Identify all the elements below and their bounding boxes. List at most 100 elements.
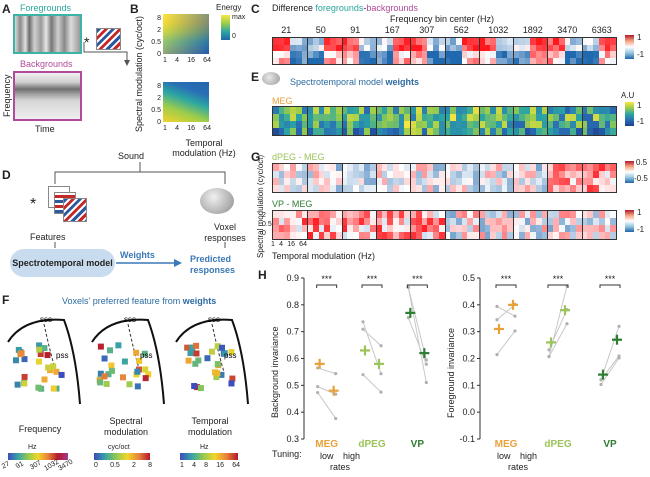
heatmap-cell (427, 171, 434, 179)
heatmap-cell (427, 51, 434, 59)
heatmap-cell (581, 178, 588, 186)
heatmap-cell (301, 57, 308, 64)
heatmap-cell (450, 121, 457, 129)
heatmap-cell (278, 178, 286, 186)
panel-f-label: F (2, 293, 10, 307)
heatmap-cell (490, 51, 497, 59)
heatmap-cell (507, 218, 514, 226)
heatmap-cell (335, 114, 343, 122)
heatmap-cell (535, 44, 543, 52)
heatmap-cell (455, 107, 463, 115)
heatmap-cell (513, 178, 520, 186)
heatmap-cell (324, 51, 331, 59)
heatmap-cell (455, 225, 463, 233)
heatmap-cell (387, 232, 394, 239)
heatmap-cell (415, 44, 423, 52)
heatmap-cell (495, 225, 503, 233)
heatmap-cell (290, 51, 297, 59)
heatmap-cell (433, 225, 440, 233)
heatmap-cell (341, 128, 348, 135)
heatmap-cell (290, 225, 297, 233)
heatmap-cell (541, 185, 548, 192)
heatmap-cell (341, 185, 348, 192)
heatmap-cell (484, 38, 491, 46)
heatmap-cell (370, 232, 377, 239)
heatmap-cell (284, 114, 291, 122)
heatmap-divider (375, 211, 377, 239)
b-xtick: 1 (163, 57, 167, 64)
heatmap-cell (393, 128, 400, 135)
heatmap-cell (575, 218, 583, 226)
energy-cbar-min: 0 (232, 33, 236, 40)
heatmap-cell (478, 171, 486, 179)
heatmap-cell (358, 164, 366, 172)
heatmap-cell (295, 164, 303, 172)
heatmap-cell (575, 211, 583, 219)
voxel-patch (184, 344, 191, 351)
heatmap-cell (570, 114, 577, 122)
heatmap-cell (501, 211, 508, 219)
heatmap-cell (495, 38, 503, 46)
heatmap-cell (410, 232, 417, 239)
e-colorbar (625, 102, 634, 126)
heatmap-cell (564, 218, 571, 226)
heatmap-cell (473, 164, 480, 172)
heatmap-cell (295, 225, 303, 233)
heatmap-cell (427, 107, 434, 115)
voxel-patch (213, 374, 220, 381)
heatmap-cell (421, 57, 428, 64)
heatmap-cell (581, 211, 588, 219)
heatmap-divider (307, 164, 309, 192)
backgrounds-label: Backgrounds (20, 59, 73, 69)
heatmap-cell (501, 107, 508, 115)
heatmap-cell (410, 178, 417, 186)
heatmap-cell (330, 38, 337, 46)
h-subject-dot (334, 392, 338, 396)
heatmap-cell (410, 185, 417, 192)
voxel-patch (192, 360, 199, 367)
b-yticks: 8 2 0.5 0 (149, 13, 161, 61)
b-xtick: 4 (175, 57, 179, 64)
h-group-label: dPEG (358, 439, 385, 450)
heatmap-cell (558, 211, 566, 219)
heatmap-cell (501, 51, 508, 59)
heatmap-cell (547, 232, 554, 239)
h-subject-line (407, 287, 427, 361)
heatmap-cell (290, 218, 297, 226)
heatmap-cell (330, 232, 337, 239)
heatmap-cell (324, 44, 331, 52)
heatmap-cell (547, 225, 554, 233)
heatmap-cell (347, 38, 354, 46)
heatmap-cell (347, 164, 354, 172)
heatmap-cell (513, 51, 520, 59)
heatmap-cell (478, 178, 486, 186)
heatmap-cell (473, 114, 480, 122)
heatmap-cell (547, 218, 554, 226)
heatmap-cell (535, 171, 543, 179)
heatmap-cell (524, 57, 531, 64)
voxel-patch (221, 350, 228, 357)
heatmap-cell (547, 211, 554, 219)
heatmap-cell (330, 164, 337, 172)
heatmap-cell (587, 211, 594, 219)
heatmap-cell (375, 107, 383, 115)
heatmap-cell (335, 128, 343, 135)
heatmap-cell (290, 114, 297, 122)
heatmap-cell (541, 128, 548, 135)
heatmap-cell (398, 44, 406, 52)
heatmap-cell (484, 185, 491, 192)
heatmap-cell (415, 57, 423, 64)
c-cbar-min: -1 (637, 50, 645, 59)
f-map-frequency: sss pss (4, 312, 82, 407)
heatmap-cell (484, 128, 491, 135)
heatmap-cell (490, 38, 497, 46)
time-axis-label: Time (35, 124, 55, 134)
heatmap-cell (421, 107, 428, 115)
heatmap-cell (284, 38, 291, 46)
f-map-spectral: sss pss (88, 312, 166, 407)
heatmap-cell (273, 232, 280, 239)
heatmap-cell (353, 218, 360, 226)
f-tick: 4 (192, 462, 196, 469)
heatmap-cell (273, 185, 280, 192)
heatmap-cell (438, 211, 446, 219)
